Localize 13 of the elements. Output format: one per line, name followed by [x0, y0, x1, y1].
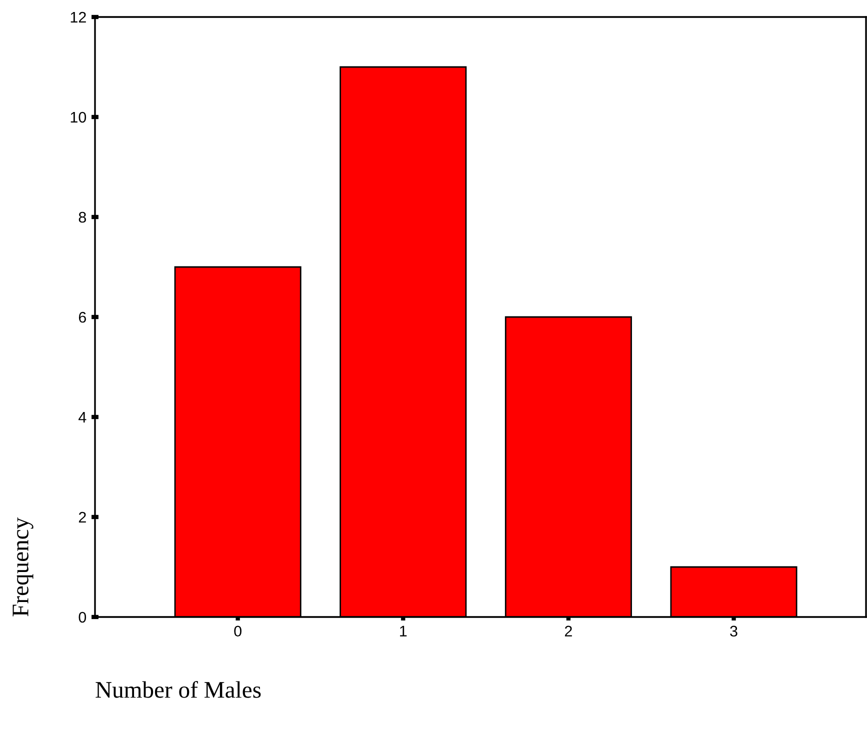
y-tick-label: 2 [78, 512, 86, 523]
x-tick-label: 0 [234, 626, 242, 637]
x-axis-title: Number of Males [96, 681, 261, 698]
y-tick-label: 10 [70, 112, 86, 123]
y-tick-label: 0 [78, 612, 86, 623]
y-tick-label: 8 [78, 212, 86, 223]
y-tick-label: 12 [70, 12, 86, 23]
x-tick-label: 3 [730, 626, 738, 637]
y-tick-label: 6 [78, 312, 86, 323]
x-tick-label: 2 [564, 626, 572, 636]
x-tick-label: 1 [400, 626, 407, 636]
y-axis-title: Frequency [12, 517, 34, 616]
y-tick-label: 4 [78, 412, 86, 423]
